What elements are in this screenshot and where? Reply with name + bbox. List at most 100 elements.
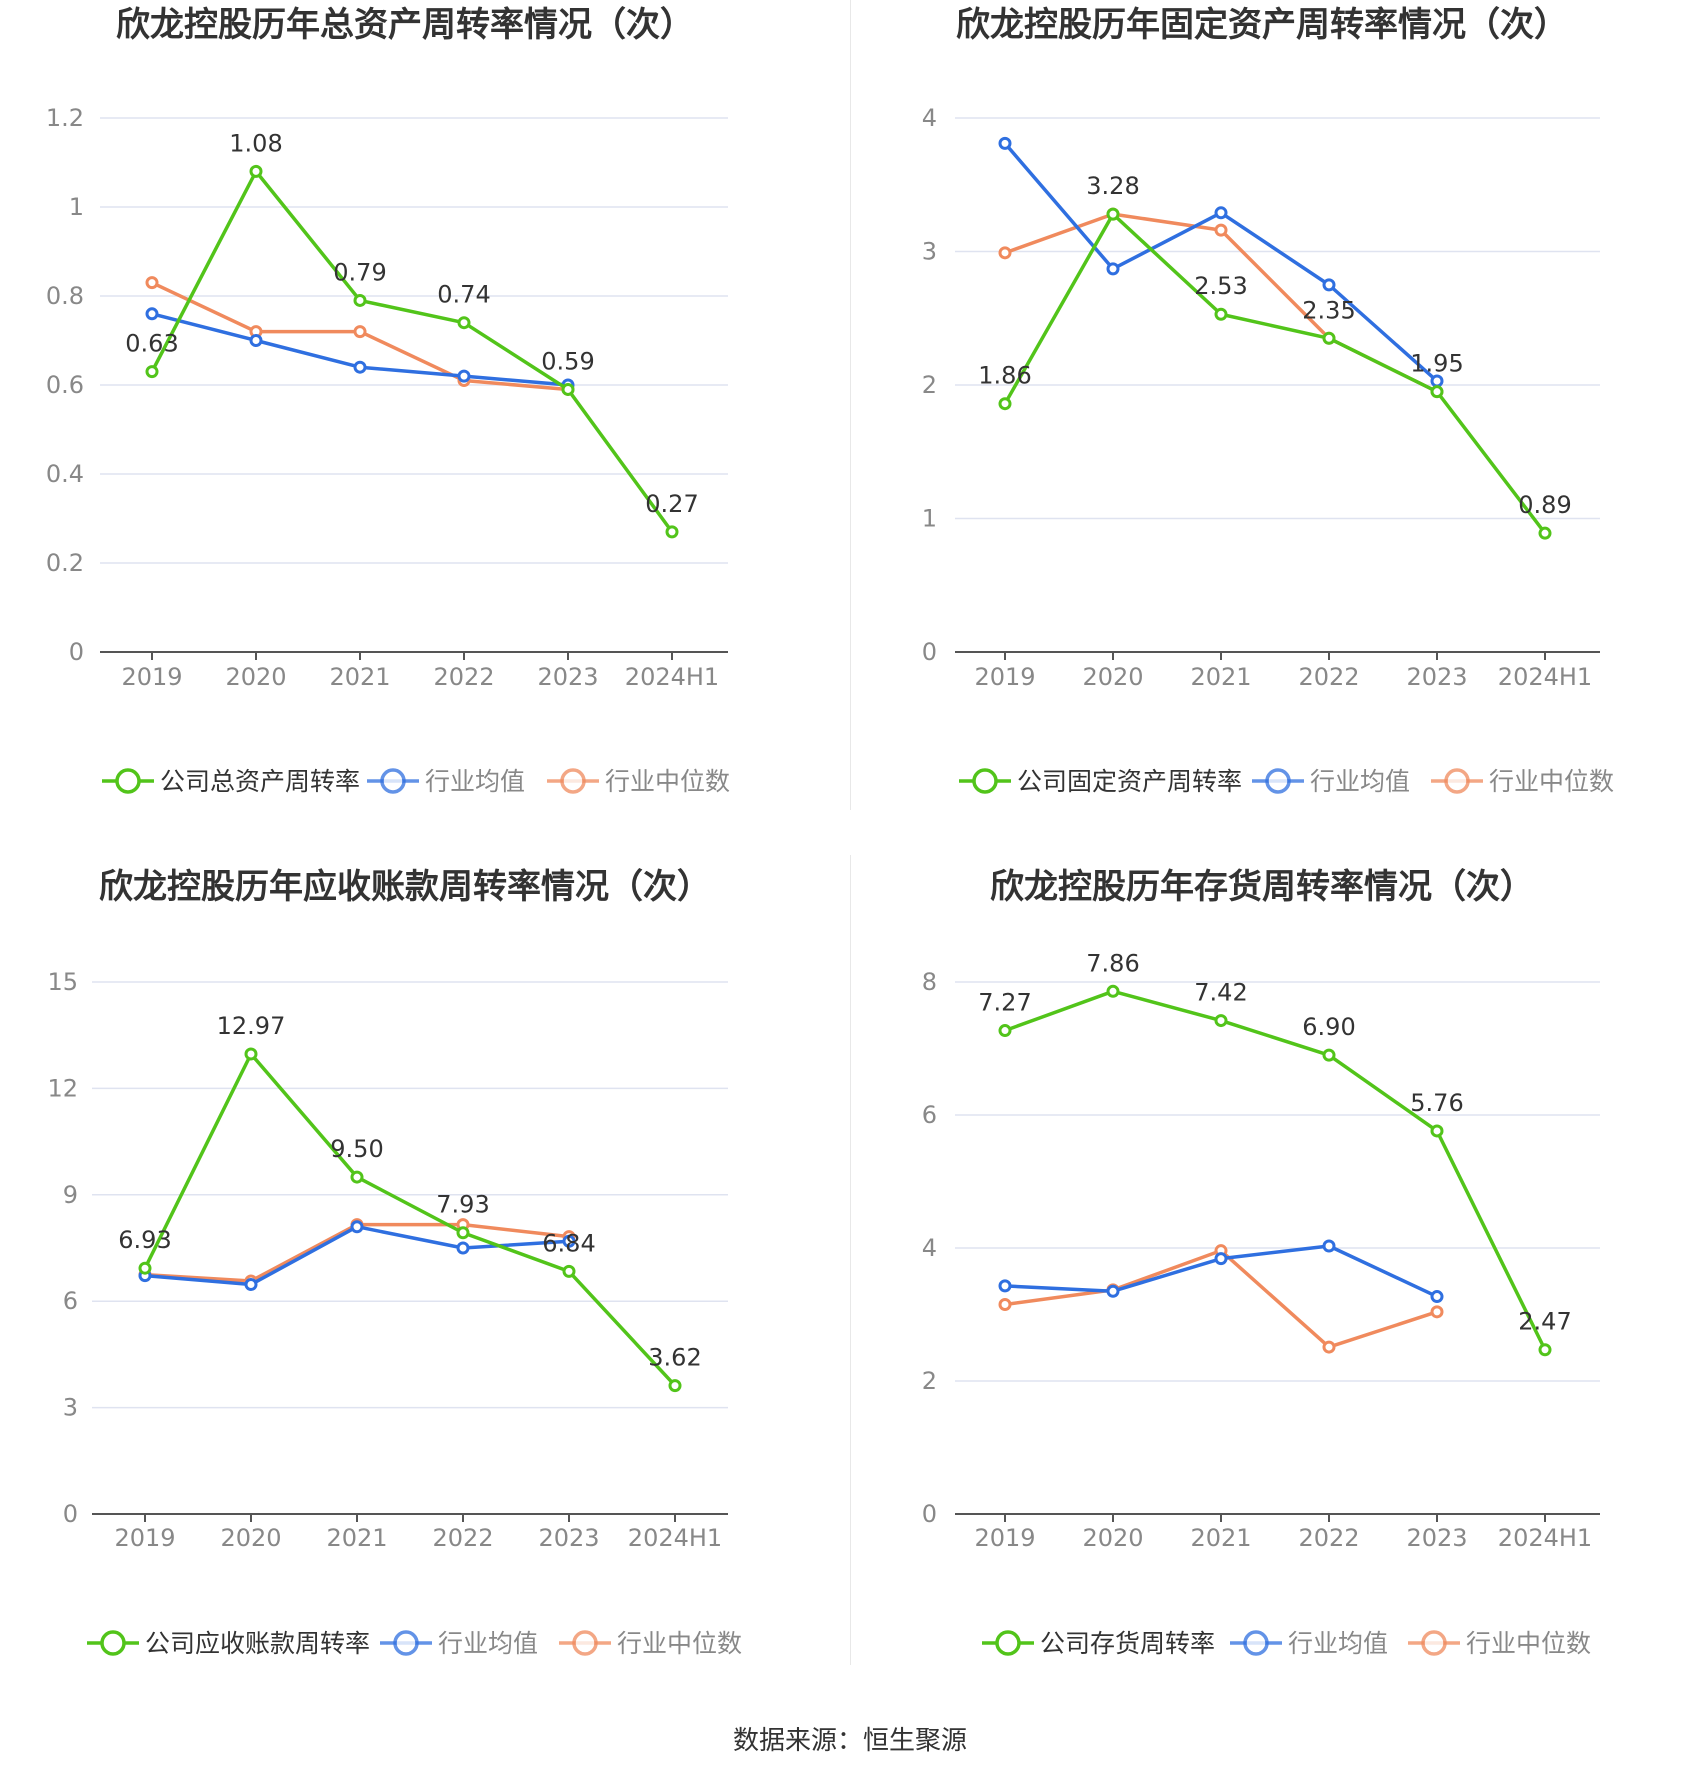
x-tick-label: 2021 — [1190, 663, 1251, 691]
data-point-company — [1214, 1014, 1228, 1028]
legend-label-company: 公司应收账款周转率 — [145, 1629, 370, 1658]
data-point-company — [668, 1379, 682, 1393]
series-line-company — [1003, 212, 1547, 535]
chart-title: 欣龙控股历年固定资产周转率情况（次） — [956, 5, 1568, 45]
data-point-company — [244, 1047, 258, 1061]
legend-label-company: 公司总资产周转率 — [160, 767, 360, 796]
legend-marker-industry_avg — [393, 1630, 419, 1656]
y-tick-label: 0.2 — [46, 549, 84, 577]
data-label: 1.86 — [978, 362, 1031, 390]
y-tick-label: 1.2 — [46, 104, 84, 132]
legend-marker-company — [995, 1630, 1021, 1656]
data-label: 7.42 — [1194, 979, 1247, 1007]
data-point-company — [562, 1264, 576, 1278]
data-point-company — [1106, 207, 1120, 221]
x-tick-label: 2023 — [537, 663, 598, 691]
y-tick-label: 2 — [922, 1367, 937, 1395]
y-tick-label: 1 — [69, 193, 84, 221]
y-tick-label: 6 — [63, 1287, 78, 1315]
legend-marker-industry_median — [1421, 1630, 1447, 1656]
data-point-company — [1430, 1124, 1444, 1138]
data-point-company — [145, 365, 159, 379]
vertical-divider-top — [850, 0, 851, 810]
data-point-industry_median — [353, 325, 367, 339]
y-tick-label: 0.6 — [46, 371, 84, 399]
x-tick-label: 2020 — [225, 663, 286, 691]
data-label: 5.76 — [1410, 1089, 1463, 1117]
x-tick-label: 2019 — [121, 663, 182, 691]
x-tick-label: 2020 — [220, 1524, 281, 1552]
data-point-industry_avg — [998, 136, 1012, 150]
data-point-company — [1322, 331, 1336, 345]
y-tick-label: 6 — [922, 1101, 937, 1129]
x-tick-label: 2024H1 — [628, 1524, 722, 1552]
chart-title: 欣龙控股历年总资产周转率情况（次） — [116, 5, 694, 45]
data-label: 7.27 — [978, 989, 1031, 1017]
x-tick-label: 2021 — [326, 1524, 387, 1552]
data-label: 7.86 — [1086, 949, 1139, 977]
data-label: 1.08 — [229, 129, 282, 157]
data-point-industry_avg — [249, 334, 263, 347]
x-tick-label: 2024H1 — [1498, 663, 1592, 691]
legend-marker-company — [972, 768, 998, 794]
x-tick-label: 2024H1 — [625, 663, 719, 691]
legend-label-company: 公司存货周转率 — [1040, 1629, 1215, 1658]
legend-label-industry_median: 行业中位数 — [1489, 767, 1614, 796]
data-label: 0.59 — [541, 347, 594, 375]
data-point-industry_median — [145, 276, 159, 290]
y-tick-label: 15 — [47, 968, 78, 996]
data-point-industry_avg — [1106, 1284, 1120, 1298]
data-point-company — [456, 1226, 470, 1240]
data-label: 3.62 — [648, 1344, 701, 1372]
legend-label-industry_avg: 行业均值 — [438, 1629, 538, 1658]
data-point-industry_median — [1214, 223, 1228, 237]
legend-label-industry_avg: 行业均值 — [1310, 767, 1410, 796]
data-point-industry_avg — [350, 1220, 364, 1234]
y-tick-label: 0 — [69, 638, 84, 666]
data-point-industry_median — [998, 1298, 1012, 1312]
data-label: 7.93 — [436, 1191, 489, 1219]
legend-marker-industry_avg — [1265, 768, 1291, 794]
legend-marker-industry_avg — [1243, 1630, 1269, 1656]
legend-marker-industry_median — [1444, 768, 1470, 794]
y-tick-label: 12 — [47, 1074, 78, 1102]
legend-marker-company — [100, 1630, 126, 1656]
data-label: 1.95 — [1410, 350, 1463, 378]
chart-title: 欣龙控股历年存货周转率情况（次） — [990, 867, 1534, 907]
y-tick-label: 0.4 — [46, 460, 84, 488]
data-label: 0.63 — [125, 330, 178, 358]
y-tick-label: 3 — [63, 1394, 78, 1422]
data-point-industry_avg — [145, 307, 159, 321]
data-label: 6.93 — [118, 1226, 171, 1254]
data-point-company — [353, 293, 367, 307]
legend-marker-industry_avg — [380, 768, 406, 794]
data-point-industry_avg — [1214, 206, 1228, 220]
series-line-company — [143, 1052, 677, 1387]
data-point-industry_avg — [244, 1278, 258, 1292]
data-label: 6.84 — [542, 1229, 595, 1257]
data-label: 6.90 — [1302, 1013, 1355, 1041]
chart-title: 欣龙控股历年应收账款周转率情况（次） — [99, 867, 711, 907]
data-point-industry_avg — [353, 360, 367, 374]
x-tick-label: 2020 — [1082, 663, 1143, 691]
data-point-company — [1214, 307, 1228, 321]
data-point-company — [665, 525, 679, 539]
series-line-company — [150, 169, 674, 533]
y-tick-label: 4 — [922, 104, 937, 132]
x-tick-label: 2022 — [433, 663, 494, 691]
data-label: 12.97 — [217, 1012, 286, 1040]
data-point-industry_avg — [456, 1241, 470, 1255]
y-tick-label: 2 — [922, 371, 937, 399]
data-source-label: 数据来源：恒生聚源 — [732, 1726, 967, 1756]
data-label: 0.79 — [333, 258, 386, 286]
data-point-company — [1538, 1343, 1552, 1357]
x-tick-label: 2022 — [1298, 663, 1359, 691]
data-point-company — [998, 397, 1012, 411]
x-tick-label: 2024H1 — [1498, 1524, 1592, 1552]
x-tick-label: 2021 — [1190, 1524, 1251, 1552]
legend-label-industry_avg: 行业均值 — [1288, 1629, 1388, 1658]
x-tick-label: 2019 — [974, 1524, 1035, 1552]
data-label: 2.35 — [1302, 296, 1355, 324]
legend-marker-industry_median — [572, 1630, 598, 1656]
data-point-company — [998, 1024, 1012, 1038]
